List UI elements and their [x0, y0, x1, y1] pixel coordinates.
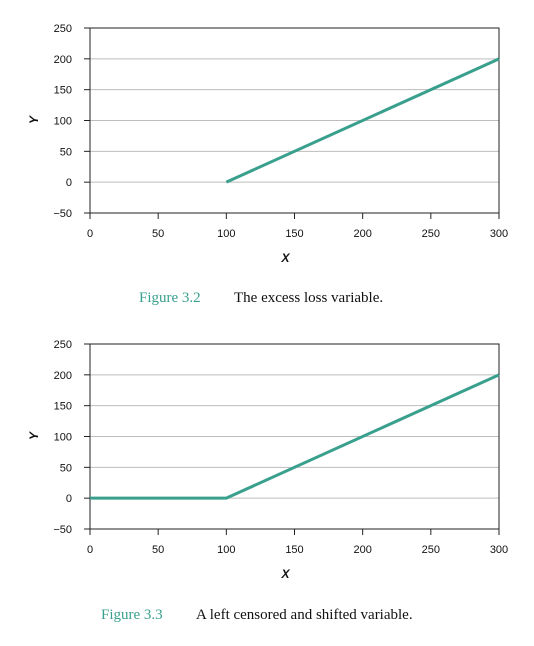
y-axis-label: Y [27, 115, 41, 124]
y-tick-label: −50 [53, 524, 72, 536]
y-tick-label: 150 [54, 401, 72, 413]
caption-number: Figure 3.2 [139, 290, 201, 306]
x-tick-label: 100 [217, 228, 235, 240]
y-tick-label: 250 [54, 339, 72, 351]
x-tick-label: 250 [422, 544, 440, 556]
chart-1: −50 0 50 100 150 200 250 0 50 100 150 200 250 300 X Y Fi… [27, 23, 508, 306]
y-tick-label: 100 [54, 116, 72, 128]
x-tick-label: 100 [217, 544, 235, 556]
x-axis-label: X [280, 567, 290, 581]
x-tick-label: 200 [353, 544, 371, 556]
y-axis-label: Y [27, 431, 41, 440]
y-tick-label: 100 [54, 432, 72, 444]
caption-text: The excess loss variable. [234, 290, 383, 306]
series-line [90, 373, 500, 500]
y-tick-label: 0 [66, 177, 72, 189]
x-tick-label: 50 [152, 228, 164, 240]
y-tick-label: −50 [53, 208, 72, 220]
x-axis-label: X [280, 251, 290, 265]
y-tick-label: 0 [66, 493, 72, 505]
x-tick-label: 200 [353, 228, 371, 240]
y-tick-label: 50 [60, 146, 72, 158]
series-line [225, 57, 500, 184]
caption-number: Figure 3.3 [101, 607, 163, 623]
y-tick-label: 50 [60, 462, 72, 474]
x-tick-label: 300 [490, 228, 508, 240]
x-tick-label: 150 [285, 228, 303, 240]
x-tick-label: 0 [87, 544, 93, 556]
x-tick-label: 150 [285, 544, 303, 556]
y-tick-label: 250 [54, 23, 72, 35]
x-tick-label: 50 [152, 544, 164, 556]
y-tick-label: 200 [54, 54, 72, 66]
y-tick-label: 150 [54, 85, 72, 97]
caption-text: A left censored and shifted variable. [196, 607, 413, 623]
x-tick-label: 250 [422, 228, 440, 240]
y-tick-label: 200 [54, 370, 72, 382]
chart-2: −50 0 50 100 150 200 250 0 50 100 150 200 250 300 X Y Fi… [27, 339, 508, 623]
x-tick-label: 300 [490, 544, 508, 556]
x-tick-label: 0 [87, 228, 93, 240]
